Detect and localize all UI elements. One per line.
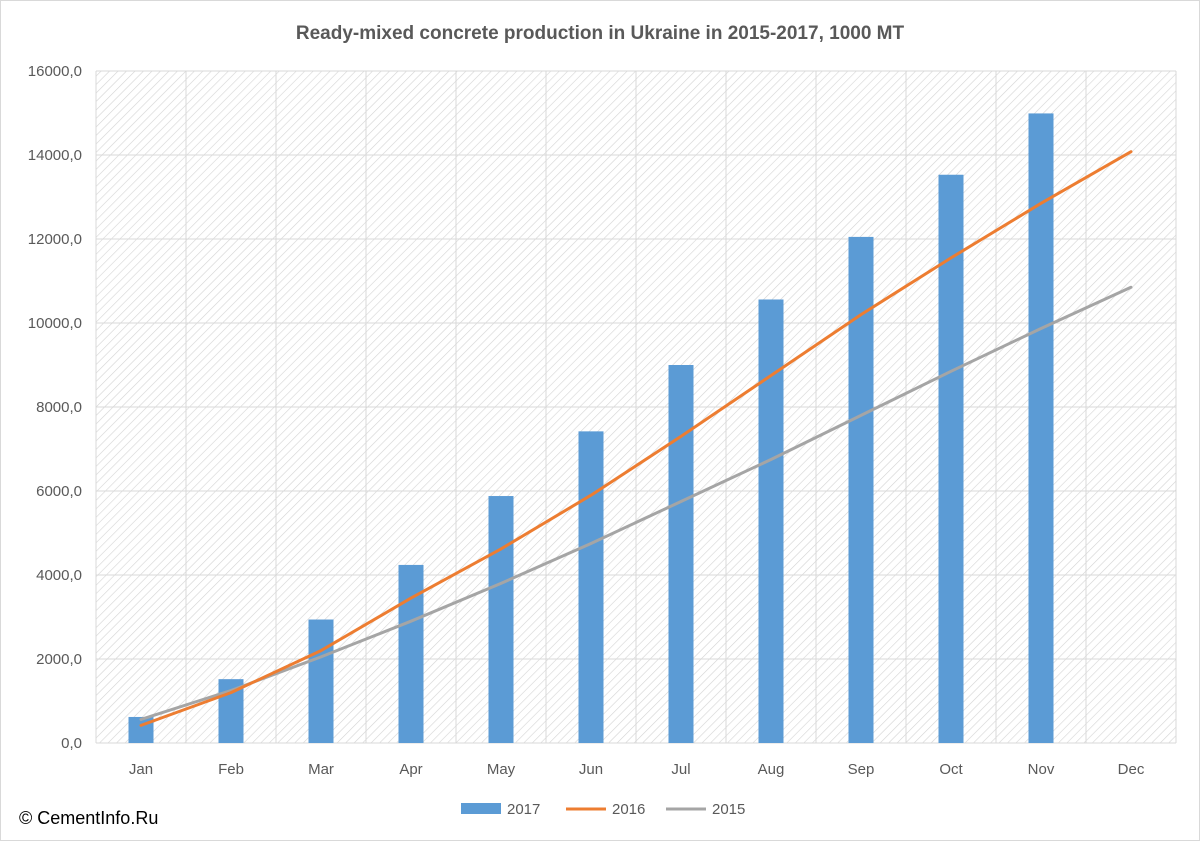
y-tick-label: 8000,0 (36, 399, 82, 416)
legend-swatch-2017 (461, 803, 501, 814)
x-axis: Jan Feb Mar Apr May Jun Jul Aug Sep Oct Nov Dec (129, 761, 1145, 778)
chart-title: Ready-mixed concrete production in Ukrai… (296, 23, 905, 44)
legend-label-2016: 2016 (612, 801, 645, 818)
y-tick-label: 14000,0 (28, 147, 82, 164)
x-tick-label: May (487, 761, 516, 778)
bar-series-2017 (128, 113, 1054, 744)
line-2016 (139, 150, 1133, 727)
x-tick-label: Jan (129, 761, 153, 778)
y-tick-label: 6000,0 (36, 483, 82, 500)
bar-2017-oct (938, 174, 964, 744)
copyright-text: © CementInfo.Ru (19, 808, 158, 828)
x-tick-label: Jul (671, 761, 690, 778)
x-tick-label: Feb (218, 761, 244, 778)
line-series (139, 150, 1133, 727)
y-tick-label: 4000,0 (36, 567, 82, 584)
x-tick-label: Dec (1118, 761, 1145, 778)
legend-label-2015: 2015 (712, 801, 745, 818)
bar-2017-nov (1028, 113, 1054, 744)
bar-2017-jul (668, 365, 694, 743)
bar-2017-jun (578, 431, 604, 743)
y-axis: 0,0 2000,0 4000,0 6000,0 8000,0 10000,0 12000,… (28, 63, 82, 752)
bar-2017-sep (848, 236, 874, 743)
x-tick-label: Mar (308, 761, 334, 778)
y-tick-label: 10000,0 (28, 315, 82, 332)
legend: 2017 2016 2015 (461, 801, 745, 818)
x-tick-label: Aug (758, 761, 785, 778)
x-tick-label: Jun (579, 761, 603, 778)
bar-2017-may (488, 496, 514, 743)
x-tick-label: Sep (848, 761, 875, 778)
bar-2017-aug (758, 299, 784, 743)
x-tick-label: Nov (1028, 761, 1055, 778)
x-tick-label: Oct (939, 761, 963, 778)
x-tick-label: Apr (399, 761, 422, 778)
y-tick-label: 2000,0 (36, 651, 82, 668)
legend-label-2017: 2017 (507, 801, 540, 818)
line-2015 (139, 285, 1133, 721)
y-tick-label: 0,0 (61, 735, 82, 752)
bar-2017-mar (308, 619, 334, 743)
gridlines (95, 70, 1177, 744)
y-tick-label: 16000,0 (28, 63, 82, 80)
y-tick-label: 12000,0 (28, 231, 82, 248)
